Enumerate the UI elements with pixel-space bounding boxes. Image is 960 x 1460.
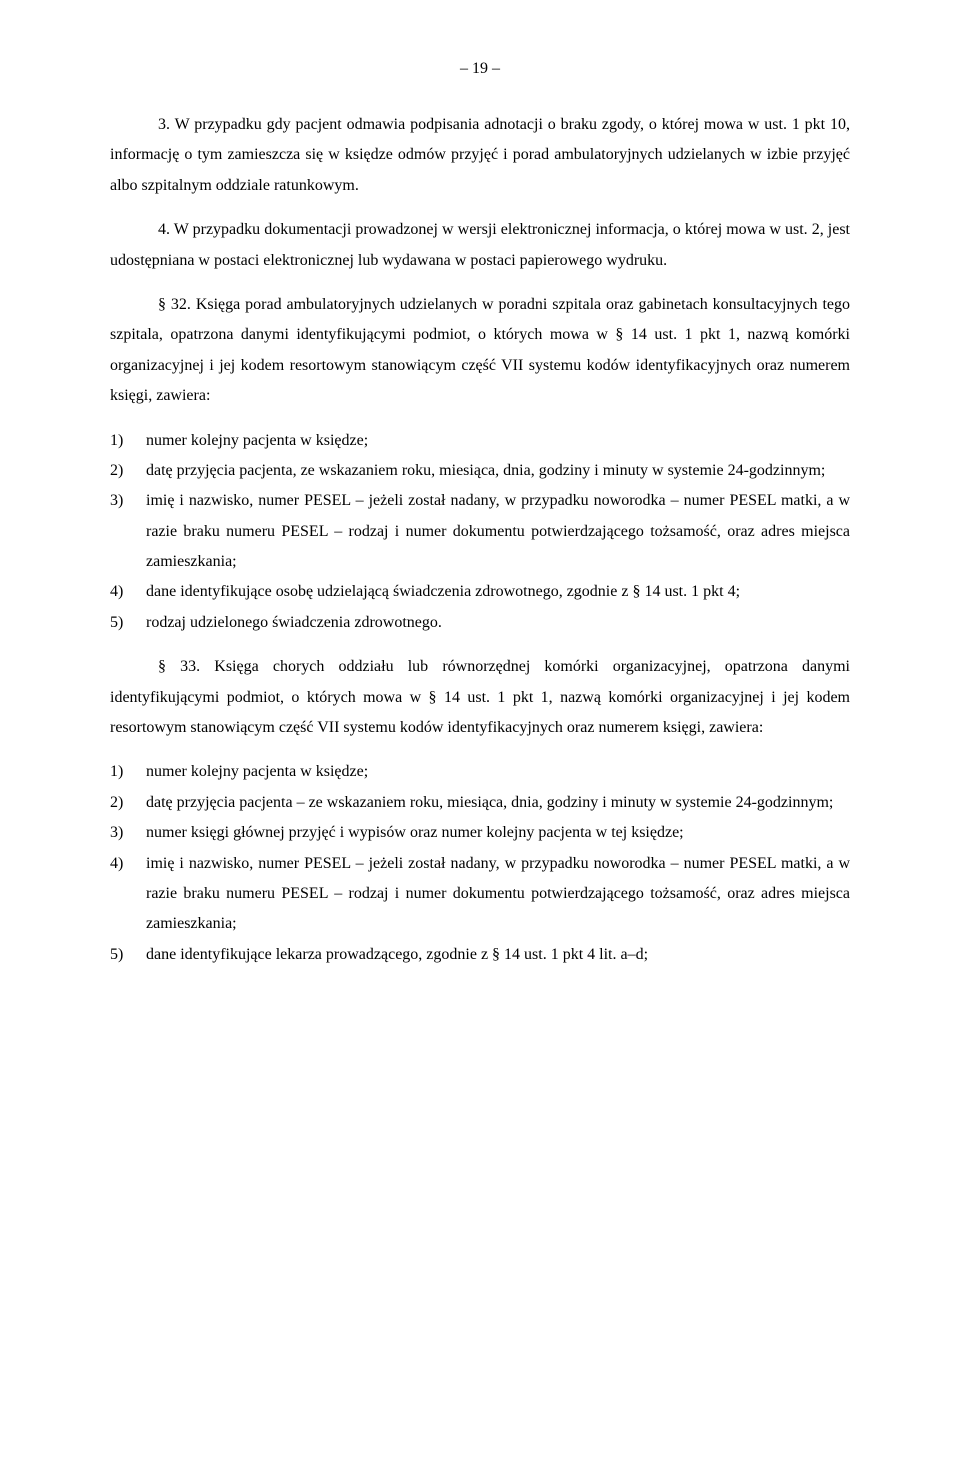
section-32-intro: § 32. Księga porad ambulatoryjnych udzie…: [110, 290, 850, 412]
list-content: imię i nazwisko, numer PESEL – jeżeli zo…: [146, 486, 850, 577]
list-content: numer księgi głównej przyjęć i wypisów o…: [146, 818, 850, 848]
list-marker: 5): [110, 608, 146, 638]
page-number: – 19 –: [110, 60, 850, 78]
list-marker: 2): [110, 456, 146, 486]
list-marker: 5): [110, 940, 146, 970]
list-content: datę przyjęcia pacjenta, ze wskazaniem r…: [146, 456, 850, 486]
list-marker: 1): [110, 426, 146, 456]
list-marker: 2): [110, 788, 146, 818]
list-content: numer kolejny pacjenta w księdze;: [146, 757, 850, 787]
paragraph-4: 4. W przypadku dokumentacji prowadzonej …: [110, 215, 850, 276]
list-item: 4) imię i nazwisko, numer PESEL – jeżeli…: [110, 849, 850, 940]
list-item: 3) imię i nazwisko, numer PESEL – jeżeli…: [110, 486, 850, 577]
list-item: 5) dane identyfikujące lekarza prowadząc…: [110, 940, 850, 970]
list-item: 1) numer kolejny pacjenta w księdze;: [110, 757, 850, 787]
list-marker: 4): [110, 849, 146, 940]
list-item: 1) numer kolejny pacjenta w księdze;: [110, 426, 850, 456]
paragraph-3: 3. W przypadku gdy pacjent odmawia podpi…: [110, 110, 850, 201]
list-item: 3) numer księgi głównej przyjęć i wypisó…: [110, 818, 850, 848]
list-content: dane identyfikujące lekarza prowadzącego…: [146, 940, 850, 970]
list-content: datę przyjęcia pacjenta – ze wskazaniem …: [146, 788, 850, 818]
list-item: 2) datę przyjęcia pacjenta – ze wskazani…: [110, 788, 850, 818]
section-33-intro: § 33. Księga chorych oddziału lub równor…: [110, 652, 850, 743]
list-content: dane identyfikujące osobę udzielającą św…: [146, 577, 850, 607]
list-marker: 4): [110, 577, 146, 607]
list-item: 2) datę przyjęcia pacjenta, ze wskazanie…: [110, 456, 850, 486]
list-marker: 3): [110, 486, 146, 577]
list-content: numer kolejny pacjenta w księdze;: [146, 426, 850, 456]
list-marker: 1): [110, 757, 146, 787]
list-marker: 3): [110, 818, 146, 848]
list-content: rodzaj udzielonego świadczenia zdrowotne…: [146, 608, 850, 638]
list-item: 4) dane identyfikujące osobę udzielającą…: [110, 577, 850, 607]
list-item: 5) rodzaj udzielonego świadczenia zdrowo…: [110, 608, 850, 638]
list-content: imię i nazwisko, numer PESEL – jeżeli zo…: [146, 849, 850, 940]
